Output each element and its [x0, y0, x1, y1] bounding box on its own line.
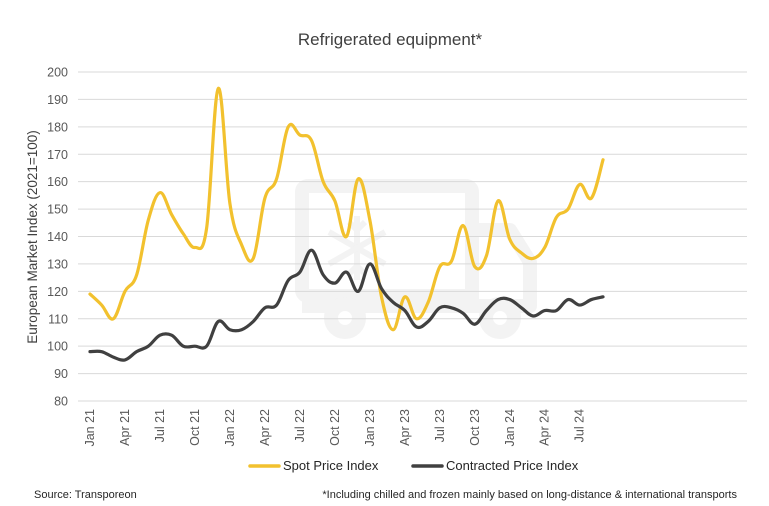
x-tick-label: Apr 23 — [398, 409, 412, 446]
x-tick-label: Jul 24 — [573, 409, 587, 442]
x-tick-label: Oct 21 — [188, 409, 202, 446]
y-tick-label: 130 — [47, 257, 68, 271]
y-tick-label: 150 — [47, 203, 68, 217]
legend-label-spot: Spot Price Index — [283, 458, 379, 473]
x-tick-label: Jan 24 — [503, 409, 517, 447]
x-tick-label: Jul 23 — [433, 409, 447, 442]
x-tick-label: Apr 24 — [538, 409, 552, 446]
x-tick-label: Apr 21 — [118, 409, 132, 446]
y-tick-label: 100 — [47, 340, 68, 354]
series-lines — [88, 86, 605, 362]
y-tick-label: 160 — [47, 175, 68, 189]
y-tick-label: 110 — [48, 312, 68, 326]
footnote: *Including chilled and frozen mainly bas… — [322, 489, 737, 501]
contracted-price-index-line — [88, 248, 605, 362]
y-tick-label: 80 — [54, 395, 68, 409]
legend: Spot Price Index Contracted Price Index — [248, 458, 579, 473]
x-tick-label: Jan 21 — [83, 409, 97, 447]
y-axis-label: European Market Index (2021=100) — [25, 130, 40, 344]
chart-title: Refrigerated equipment* — [298, 30, 483, 49]
y-tick-label: 180 — [47, 120, 68, 134]
y-tick-label: 140 — [47, 230, 68, 244]
gridlines — [78, 71, 747, 402]
y-tick-label: 90 — [54, 367, 68, 381]
x-tick-label: Jul 21 — [153, 409, 167, 442]
spot-price-index-line — [88, 86, 605, 332]
y-axis-ticks: 80 90 100 110 120 130 140 150 160 170 180 190 200 — [47, 66, 68, 409]
x-tick-label: Oct 22 — [328, 409, 342, 446]
y-tick-label: 120 — [47, 285, 68, 299]
x-tick-label: Apr 22 — [258, 409, 272, 446]
source-note: Source: Transporeon — [34, 489, 137, 501]
y-tick-label: 200 — [47, 66, 68, 80]
x-tick-label: Oct 23 — [468, 409, 482, 446]
y-tick-label: 190 — [47, 93, 68, 107]
x-tick-label: Jul 22 — [293, 409, 307, 442]
y-tick-label: 170 — [47, 148, 68, 162]
x-axis-ticks: Jan 21 Apr 21 Jul 21 Oct 21 Jan 22 Apr 22 Jul … — [83, 409, 587, 447]
x-tick-label: Jan 23 — [363, 409, 377, 447]
x-tick-label: Jan 22 — [223, 409, 237, 447]
legend-label-contracted: Contracted Price Index — [446, 458, 579, 473]
